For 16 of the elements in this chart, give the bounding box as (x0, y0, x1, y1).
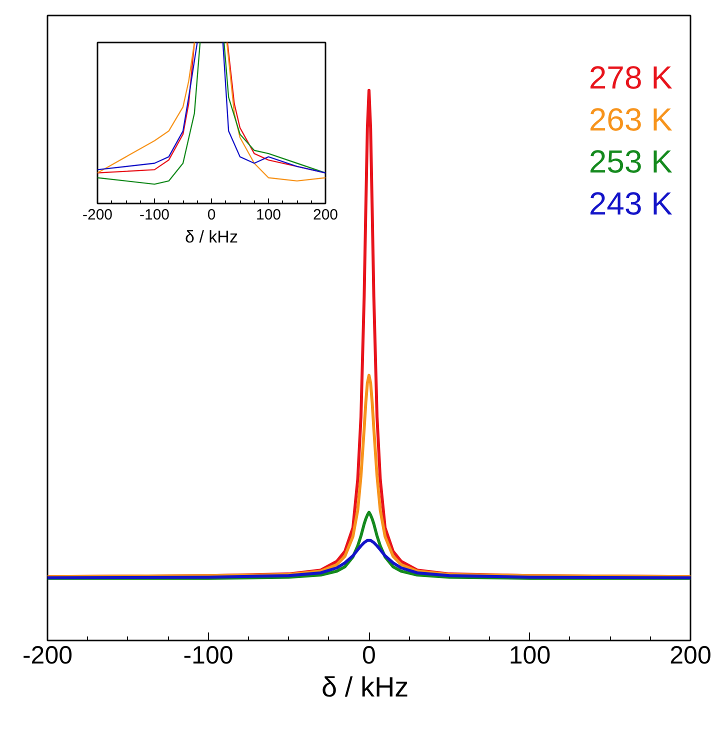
x-tick-label: 0 (207, 206, 216, 224)
text: 253 K (588, 144, 672, 180)
text: 278 K (588, 60, 672, 96)
x-tick-label: -100 (183, 642, 234, 670)
x-axis-title: δ / kHz (322, 672, 409, 702)
x-axis-title: δ / kHz (185, 228, 238, 246)
text: 243 K (588, 186, 672, 222)
x-tick-label: -100 (139, 206, 170, 224)
x-tick-label: -200 (22, 642, 73, 670)
x-tick-label: 100 (508, 642, 551, 670)
x-tick-label: -200 (82, 206, 113, 224)
x-tick-label: 0 (362, 642, 376, 670)
x-tick-label: 100 (256, 206, 282, 224)
x-tick-label: 200 (670, 642, 712, 670)
text: 263 K (588, 102, 672, 138)
x-tick-label: 200 (312, 206, 338, 224)
